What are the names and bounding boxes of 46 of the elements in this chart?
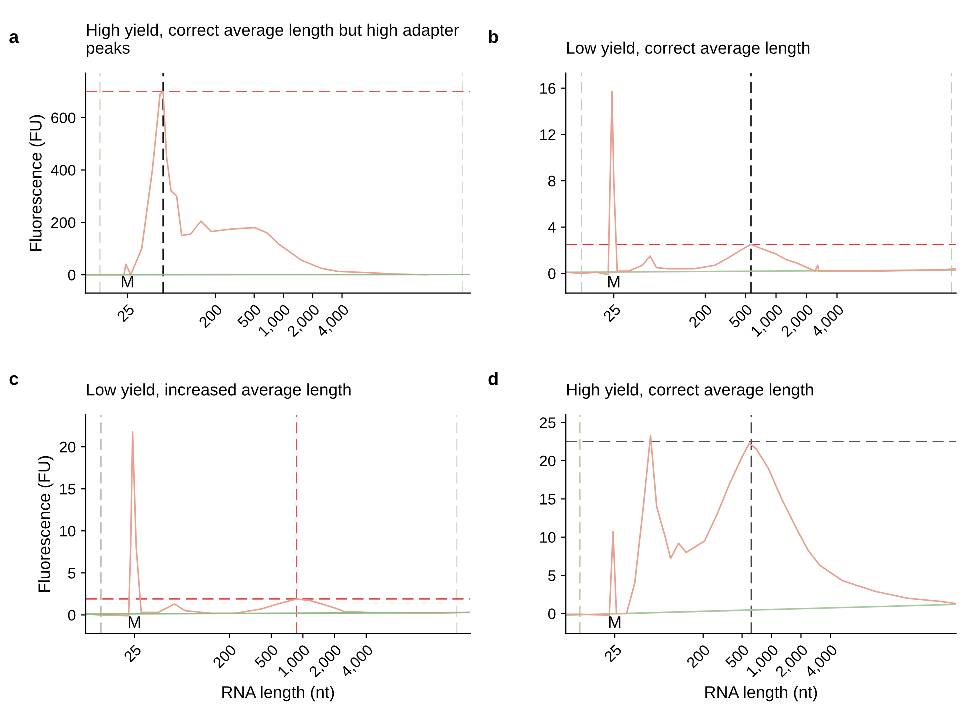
y-tick-label: 5 (548, 570, 556, 582)
x-tick-label: 500 (254, 644, 280, 669)
text: b (489, 30, 498, 44)
x-tick-label: 200 (686, 644, 711, 669)
y-tick-label: 0 (68, 270, 76, 281)
y-tick-label: 200 (52, 217, 76, 228)
y-tick-label: 16 (540, 83, 556, 94)
y-tick-label: 25 (540, 418, 556, 428)
x-tick-label: 25 (602, 304, 622, 322)
x-tick-label: 500 (728, 304, 754, 329)
annotation: M (122, 276, 134, 288)
y-tick-label: 600 (52, 112, 76, 124)
x-tick-label: 25 (124, 644, 142, 663)
y-tick-label: 15 (540, 494, 556, 505)
y-tick-label: 4 (548, 222, 556, 233)
text: a (10, 33, 20, 44)
y-tick-label: 8 (548, 176, 556, 187)
x-tick-label: 200 (212, 644, 238, 669)
x-axis-title: RNA length (nt) (222, 686, 334, 702)
x-tick-label: 25 (604, 644, 623, 663)
y-tick-label: 0 (548, 608, 556, 620)
y-tick-label: 20 (60, 442, 76, 453)
y-tick-label: 0 (68, 610, 76, 621)
annotation: M (608, 276, 620, 288)
y-tick-label: 0 (548, 268, 556, 280)
annotation: M (609, 616, 621, 628)
y-axis-title: Fluorescence (FU) (30, 115, 46, 251)
y-tick-label: 10 (540, 532, 556, 544)
y-tick-label: 12 (540, 130, 556, 140)
chart-title: Low yield, correct average length (567, 42, 810, 58)
x-tick-label: 200 (688, 304, 714, 328)
x-tick-label: 200 (198, 304, 224, 328)
y-tick-label: 20 (540, 456, 556, 467)
chart-title: Low yield, increased average length (87, 384, 351, 400)
y-tick-label: 5 (68, 568, 76, 579)
y-tick-label: 15 (60, 484, 76, 495)
text: c (10, 375, 19, 386)
y-tick-label: 10 (60, 526, 76, 537)
annotation: M (129, 616, 140, 628)
y-tick-label: 400 (51, 165, 76, 176)
chart-title: High yield, correct average length (567, 384, 814, 400)
text: d (488, 372, 498, 386)
y-axis-title: Fluorescence (FU) (38, 456, 54, 592)
chart-title: High yield, correct average length but high adapter peaks (87, 24, 460, 58)
x-tick-label: 25 (116, 304, 136, 322)
x-axis-title: RNA length (nt) (706, 686, 818, 702)
